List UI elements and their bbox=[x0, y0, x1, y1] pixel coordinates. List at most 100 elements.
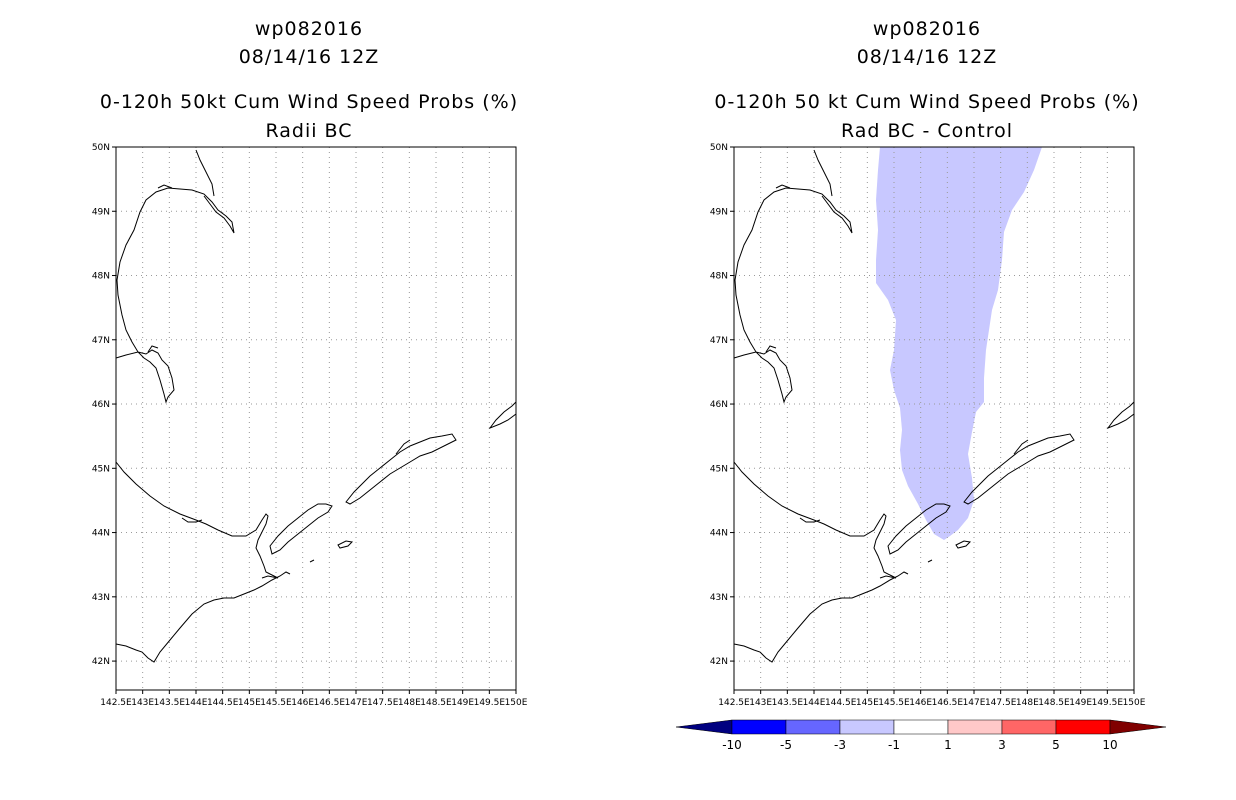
right-coast-hokkaido-small-north bbox=[775, 184, 791, 189]
right-island-kunashir bbox=[887, 503, 951, 555]
lat-tick-label: 50N bbox=[710, 143, 728, 153]
lon-tick-label: 148.5E bbox=[1038, 698, 1070, 708]
lat-tick-label: 46N bbox=[92, 400, 110, 410]
lon-tick-label: 144E bbox=[185, 698, 208, 708]
right-island-iturup-inner bbox=[1013, 439, 1029, 455]
left-grid bbox=[116, 147, 516, 690]
colorbar-swatch bbox=[893, 719, 949, 735]
lon-tick-label: 149.5E bbox=[1092, 698, 1124, 708]
lat-tick-label: 47N bbox=[92, 336, 110, 346]
lon-tick-label: 148E bbox=[1016, 698, 1039, 708]
right-title-storm-id: wp082016 bbox=[872, 18, 982, 40]
lat-tick-label: 48N bbox=[92, 272, 110, 282]
left-title-product: 0-120h 50kt Cum Wind Speed Probs (%) bbox=[99, 91, 519, 113]
lon-tick-label: 149E bbox=[1069, 698, 1092, 708]
left-coast-hokkaido-north bbox=[195, 149, 215, 197]
lon-tick-label: 148.5E bbox=[420, 698, 452, 708]
right-coastline bbox=[733, 149, 1135, 663]
left-island-urup bbox=[488, 400, 517, 430]
lon-tick-label: 147.5E bbox=[985, 698, 1017, 708]
colorbar-label: -5 bbox=[780, 738, 792, 752]
left-coast-south bbox=[115, 461, 279, 579]
lon-tick-label: 143.5E bbox=[772, 698, 804, 708]
lon-tick-label: 143E bbox=[749, 698, 772, 708]
lon-tick-label: 150E bbox=[1123, 698, 1146, 708]
lon-tick-label: 144E bbox=[803, 698, 826, 708]
probability-difference-shading bbox=[876, 147, 1042, 540]
colorbar-label: 5 bbox=[1052, 738, 1060, 752]
right-title-subtitle: Rad BC - Control bbox=[840, 120, 1014, 142]
lat-tick-label: 43N bbox=[92, 593, 110, 603]
colorbar-label: 3 bbox=[998, 738, 1006, 752]
right-coast-lower bbox=[733, 571, 909, 663]
lon-tick-label: 148E bbox=[398, 698, 421, 708]
lon-tick-label: 144.5E bbox=[207, 698, 239, 708]
colorbar-label: -3 bbox=[834, 738, 846, 752]
right-coast-south bbox=[733, 461, 897, 579]
left-title-subtitle: Radii BC bbox=[265, 120, 353, 142]
lat-tick-label: 50N bbox=[92, 143, 110, 153]
colorbar-arrow-high bbox=[1109, 719, 1167, 735]
lat-tick-label: 49N bbox=[710, 207, 728, 217]
left-map: 142.5E 143E 143.5E 144E 144.5E 145E 145.5E 146E… bbox=[92, 143, 528, 708]
right-coast-hokkaido-north bbox=[813, 149, 833, 197]
lon-tick-label: 147E bbox=[963, 698, 986, 708]
right-title-date: 08/14/16 12Z bbox=[856, 46, 998, 68]
colorbar-label: 10 bbox=[1102, 738, 1117, 752]
colorbar-swatch bbox=[947, 719, 1003, 735]
right-map-frame bbox=[733, 146, 1135, 691]
lat-tick-label: 47N bbox=[710, 336, 728, 346]
lat-tick-label: 46N bbox=[710, 400, 728, 410]
lat-tick-label: 44N bbox=[92, 529, 110, 539]
lat-tick-label: 49N bbox=[92, 207, 110, 217]
left-title-storm-id: wp082016 bbox=[254, 18, 364, 40]
lat-tick-label: 45N bbox=[92, 464, 110, 474]
left-coast-hokkaido-small-north bbox=[157, 184, 173, 189]
left-coastline bbox=[115, 149, 517, 663]
right-island-iturup bbox=[963, 433, 1075, 505]
right-island-urup bbox=[1106, 400, 1135, 430]
colorbar-swatch bbox=[1001, 719, 1057, 735]
lon-tick-label: 149E bbox=[451, 698, 474, 708]
lon-tick-label: 147.5E bbox=[367, 698, 399, 708]
lon-tick-label: 150E bbox=[505, 698, 528, 708]
left-island-shikotan bbox=[337, 540, 354, 549]
left-island-small bbox=[309, 559, 315, 563]
lat-tick-label: 42N bbox=[92, 657, 110, 667]
lon-tick-label: 143.5E bbox=[154, 698, 186, 708]
right-title-product: 0-120h 50 kt Cum Wind Speed Probs (%) bbox=[714, 91, 1140, 113]
colorbar-swatch bbox=[1055, 719, 1111, 735]
lat-tick-label: 44N bbox=[710, 529, 728, 539]
colorbar-swatch bbox=[839, 719, 895, 735]
left-ticks: 142.5E 143E 143.5E 144E 144.5E 145E 145.5E 146E… bbox=[92, 143, 528, 708]
lon-tick-label: 142.5E bbox=[718, 698, 750, 708]
lat-tick-label: 45N bbox=[710, 464, 728, 474]
left-coast-bay-2 bbox=[147, 345, 159, 353]
lon-tick-label: 147E bbox=[345, 698, 368, 708]
lat-tick-label: 42N bbox=[710, 657, 728, 667]
lon-tick-label: 145.5E bbox=[260, 698, 292, 708]
right-grid bbox=[734, 147, 1134, 690]
right-island-shikotan bbox=[955, 540, 972, 549]
colorbar-label: -1 bbox=[888, 738, 900, 752]
colorbar: -10 -5 -3 -1 1 3 5 10 bbox=[675, 719, 1167, 752]
lon-tick-label: 145.5E bbox=[878, 698, 910, 708]
left-map-panel: wp082016 08/14/16 12Z 0-120h 50kt Cum Wi… bbox=[92, 18, 528, 708]
lon-tick-label: 142.5E bbox=[100, 698, 132, 708]
left-coast-lower bbox=[115, 571, 291, 663]
colorbar-arrow-low bbox=[675, 719, 733, 735]
left-island-kunashir bbox=[269, 503, 333, 555]
left-island-iturup-inner bbox=[395, 439, 411, 455]
lon-tick-label: 149.5E bbox=[474, 698, 506, 708]
colorbar-label: -10 bbox=[722, 738, 742, 752]
left-coast-bay-1 bbox=[181, 517, 203, 523]
lon-tick-label: 146.5E bbox=[314, 698, 346, 708]
lon-tick-label: 146E bbox=[909, 698, 932, 708]
colorbar-label: 1 bbox=[944, 738, 952, 752]
left-coast-hokkaido-west bbox=[115, 187, 235, 404]
right-map: 142.5E 143E 143.5E 144E 144.5E 145E 145.5E 146E… bbox=[675, 143, 1167, 752]
right-ticks: 142.5E 143E 143.5E 144E 144.5E 145E 145.5E 146E… bbox=[710, 143, 1146, 708]
lat-tick-label: 43N bbox=[710, 593, 728, 603]
left-title-date: 08/14/16 12Z bbox=[238, 46, 380, 68]
right-island-small bbox=[927, 559, 933, 563]
